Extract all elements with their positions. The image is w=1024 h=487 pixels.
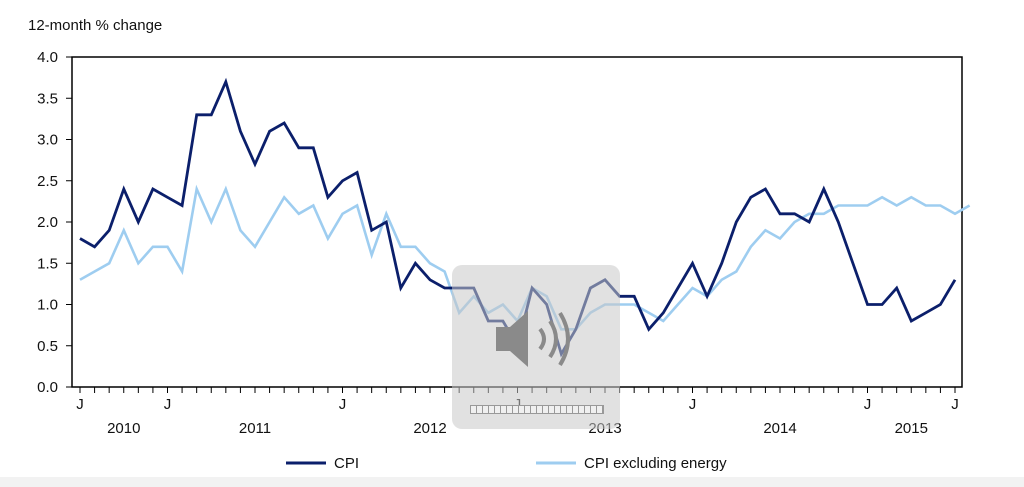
legend: CPI CPI excluding energy (286, 455, 727, 472)
x-year-label: 2010 (107, 420, 140, 437)
y-tick-label: 3.5 (37, 90, 58, 107)
bottom-strip (0, 477, 1024, 487)
y-tick-label: 1.5 (37, 255, 58, 272)
legend-label: CPI excluding energy (584, 455, 727, 472)
volume-overlay (452, 265, 620, 429)
x-year-label: 2011 (239, 420, 271, 437)
x-year-label: 2012 (413, 420, 446, 437)
legend-label: CPI (334, 455, 359, 472)
y-tick-label: 1.0 (37, 297, 58, 314)
y-axis-title: 12-month % change (28, 17, 162, 34)
x-month-label: J (76, 396, 84, 413)
x-month-label: J (164, 396, 172, 413)
y-tick-label: 3.0 (37, 132, 58, 149)
y-tick-label: 2.0 (37, 214, 58, 231)
y-tick-label: 0.5 (37, 338, 58, 355)
x-month-label: J (864, 396, 872, 413)
x-month-label: J (689, 396, 697, 413)
speaker-volume-icon (496, 311, 570, 367)
y-tick-label: 2.5 (37, 173, 58, 190)
y-axis: 0.0 0.5 1.0 1.5 2.0 2.5 3.0 3.5 4.0 (37, 49, 72, 396)
volume-level-bar (470, 405, 604, 414)
y-tick-label: 0.0 (37, 379, 58, 396)
x-year-label: 2015 (895, 420, 928, 437)
x-month-label: J (951, 396, 959, 413)
x-month-label: J (339, 396, 347, 413)
x-year-label: 2014 (763, 420, 796, 437)
y-tick-label: 4.0 (37, 49, 58, 66)
